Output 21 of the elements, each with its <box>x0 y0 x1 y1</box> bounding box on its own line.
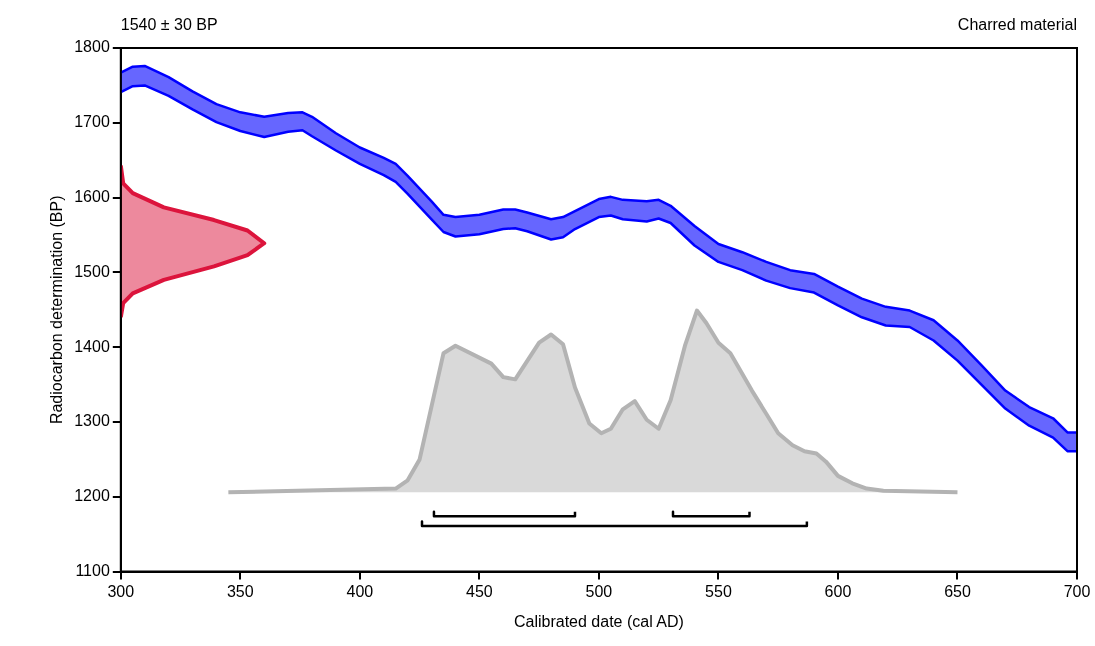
x-tick-label: 650 <box>944 582 971 600</box>
y-tick-label: 1400 <box>74 337 110 355</box>
y-tick-label: 1300 <box>74 412 110 430</box>
x-axis-title: Calibrated date (cal AD) <box>513 612 684 630</box>
text: 1540 ± 30 BP <box>120 16 218 34</box>
text: Charred material <box>957 16 1077 34</box>
y-tick-label: 1600 <box>74 188 110 206</box>
y-axis-title: Radiocarbon determination (BP) <box>48 195 66 425</box>
x-tick-label: 300 <box>107 582 135 600</box>
y-tick-label: 1100 <box>75 562 110 580</box>
x-tick-label: 450 <box>466 582 493 600</box>
x-tick-label: 500 <box>585 582 613 600</box>
x-tick-label: 600 <box>824 582 852 600</box>
y-tick-label: 1700 <box>74 113 110 131</box>
x-tick-label: 550 <box>705 582 732 600</box>
y-tick-label: 1200 <box>74 487 110 505</box>
x-tick-label: 700 <box>1063 582 1091 600</box>
y-tick-label: 1800 <box>74 38 110 56</box>
y-tick-label: 1500 <box>74 262 110 280</box>
x-tick-label: 400 <box>346 582 374 600</box>
x-tick-label: 350 <box>226 582 254 600</box>
